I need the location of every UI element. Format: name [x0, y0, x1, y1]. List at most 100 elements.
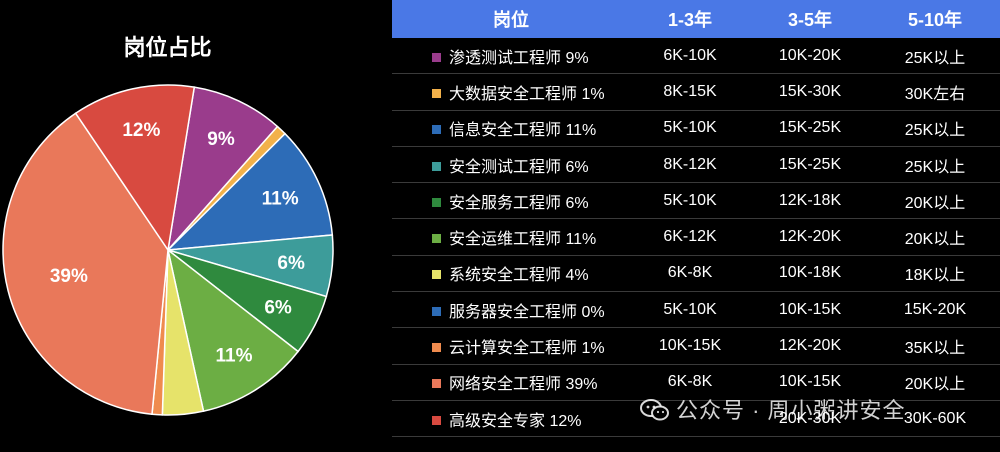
salary-y5-10: 30K-60K	[870, 400, 1000, 438]
salary-y5-10: 30K左右	[870, 73, 1000, 111]
header-5-10-years: 5-10年	[870, 0, 1000, 38]
salary-table-panel: 岗位 1-3年 3-5年 5-10年 渗透测试工程师 9% 6K-10K 10K-2…	[392, 0, 1000, 452]
salary-y3-5: 15K-25K	[750, 146, 870, 184]
slice-label: 11%	[216, 346, 253, 367]
position-cell: 大数据安全工程师 1%	[392, 73, 630, 111]
salary-y1-3	[630, 400, 750, 438]
legend-swatch	[432, 88, 441, 98]
salary-y3-5: 10K-20K	[750, 38, 870, 75]
salary-y1-3: 6K-10K	[630, 38, 750, 75]
pie-slice	[165, 132, 334, 251]
salary-y3-5: 12K-18K	[750, 182, 870, 220]
slice-label: 6%	[277, 253, 305, 274]
position-name: 高级安全专家 12%	[449, 412, 582, 430]
position-name: 网络安全工程师 39%	[449, 376, 598, 394]
legend-swatch	[432, 125, 441, 135]
position-name: 系统安全工程师 4%	[449, 267, 589, 285]
header-3-5-years: 3-5年	[750, 0, 870, 38]
salary-y5-10: 25K以上	[870, 146, 1000, 184]
slice-label: 9%	[207, 129, 235, 150]
table-row: 大数据安全工程师 1% 8K-15K 15K-30K 30K左右	[392, 73, 1000, 111]
legend-swatch	[432, 161, 441, 171]
salary-y3-5: 12K-20K	[750, 327, 870, 365]
salary-y5-10: 25K以上	[870, 38, 1000, 75]
header-1-3-years: 1-3年	[630, 0, 750, 38]
salary-y1-3: 8K-12K	[630, 146, 750, 184]
salary-y5-10: 20K以上	[870, 364, 1000, 401]
position-name: 安全服务工程师 6%	[449, 194, 589, 212]
position-cell: 高级安全专家 12%	[392, 400, 630, 438]
legend-swatch	[432, 270, 441, 280]
salary-y1-3: 6K-8K	[630, 255, 750, 293]
pie-slice	[166, 248, 300, 413]
salary-y1-3: 5K-10K	[630, 291, 750, 329]
table-header-row: 岗位 1-3年 3-5年 5-10年	[392, 0, 1000, 38]
salary-y3-5: 10K-18K	[750, 255, 870, 293]
salary-y5-10: 20K以上	[870, 182, 1000, 220]
position-name: 大数据安全工程师 1%	[449, 85, 605, 103]
position-cell: 安全服务工程师 6%	[392, 182, 630, 220]
salary-y5-10: 18K以上	[870, 255, 1000, 293]
salary-y5-10: 25K以上	[870, 110, 1000, 147]
table-row: 信息安全工程师 11% 5K-10K 15K-25K 25K以上	[392, 110, 1000, 147]
table-row: 云计算安全工程师 1% 10K-15K 12K-20K 35K以上	[392, 327, 1000, 365]
watermark-text: 公众号 · 周小粥讲安全	[676, 398, 906, 423]
wechat-icon	[640, 399, 669, 421]
salary-y3-5: 20K-30K	[750, 400, 870, 438]
table-row: 安全服务工程师 6% 5K-10K 12K-18K 20K以上	[392, 182, 1000, 220]
table-row: 安全测试工程师 6% 8K-12K 15K-25K 25K以上	[392, 146, 1000, 184]
salary-y1-3: 6K-8K	[630, 364, 750, 401]
table-row: 高级安全专家 12% 20K-30K 30K-60K	[392, 400, 1000, 438]
chart-title: 岗位占比	[123, 35, 212, 60]
position-name: 安全运维工程师 11%	[449, 231, 597, 249]
position-cell: 信息安全工程师 11%	[392, 110, 630, 147]
pie-slice	[2, 112, 169, 416]
salary-y1-3: 8K-15K	[630, 73, 750, 111]
position-cell: 云计算安全工程师 1%	[392, 327, 630, 365]
legend-swatch	[432, 379, 441, 389]
pie-slice	[166, 86, 279, 253]
table-row: 服务器安全工程师 0% 5K-10K 10K-15K 15K-20K	[392, 291, 1000, 329]
pie-slice	[74, 84, 196, 252]
salary-y1-3: 6K-12K	[630, 218, 750, 256]
table-row: 渗透测试工程师 9% 6K-10K 10K-20K 25K以上	[392, 38, 1000, 75]
watermark: 公众号 · 周小粥讲安全	[640, 393, 906, 425]
legend-swatch	[432, 306, 441, 316]
slice-label: 12%	[122, 120, 160, 141]
position-name: 安全测试工程师 6%	[449, 158, 589, 176]
slice-label: 11%	[262, 189, 299, 210]
position-cell: 服务器安全工程师 0%	[392, 291, 630, 329]
position-cell: 安全运维工程师 11%	[392, 218, 630, 256]
header-position: 岗位	[392, 0, 630, 38]
position-cell: 安全测试工程师 6%	[392, 146, 630, 184]
salary-y3-5: 15K-30K	[750, 73, 870, 111]
table-row: 系统安全工程师 4% 6K-8K 10K-18K 18K以上	[392, 255, 1000, 293]
position-name: 云计算安全工程师 1%	[449, 340, 605, 358]
legend-swatch	[432, 415, 441, 425]
salary-table: 岗位 1-3年 3-5年 5-10年 渗透测试工程师 9% 6K-10K 10K-2…	[392, 0, 1000, 438]
pie-chart-panel: 岗位占比 9% 11% 6% 6% 11% 39% 12%	[0, 0, 340, 452]
salary-y3-5: 10K-15K	[750, 291, 870, 329]
salary-y3-5: 10K-15K	[750, 364, 870, 401]
table-row: 安全运维工程师 11% 6K-12K 12K-20K 20K以上	[392, 218, 1000, 256]
salary-y3-5: 12K-20K	[750, 218, 870, 256]
position-name: 渗透测试工程师 9%	[449, 49, 589, 67]
slice-label: 39%	[50, 266, 88, 287]
salary-y3-5: 15K-25K	[750, 110, 870, 147]
position-cell: 网络安全工程师 39%	[392, 364, 630, 401]
slice-label: 6%	[264, 298, 292, 319]
position-cell: 渗透测试工程师 9%	[392, 38, 630, 75]
legend-swatch	[432, 197, 441, 207]
position-name: 信息安全工程师 11%	[449, 122, 597, 140]
table-row: 网络安全工程师 39% 6K-8K 10K-15K 20K以上	[392, 364, 1000, 401]
salary-y1-3: 10K-15K	[630, 327, 750, 365]
pie-chart: 9% 11% 6% 6% 11% 39% 12%	[2, 84, 334, 416]
salary-y5-10: 15K-20K	[870, 291, 1000, 329]
salary-y1-3: 5K-10K	[630, 110, 750, 147]
position-name: 服务器安全工程师 0%	[449, 303, 605, 321]
salary-y1-3: 5K-10K	[630, 182, 750, 220]
legend-swatch	[432, 234, 441, 244]
salary-y5-10: 20K以上	[870, 218, 1000, 256]
legend-swatch	[432, 343, 441, 353]
position-cell: 系统安全工程师 4%	[392, 255, 630, 293]
